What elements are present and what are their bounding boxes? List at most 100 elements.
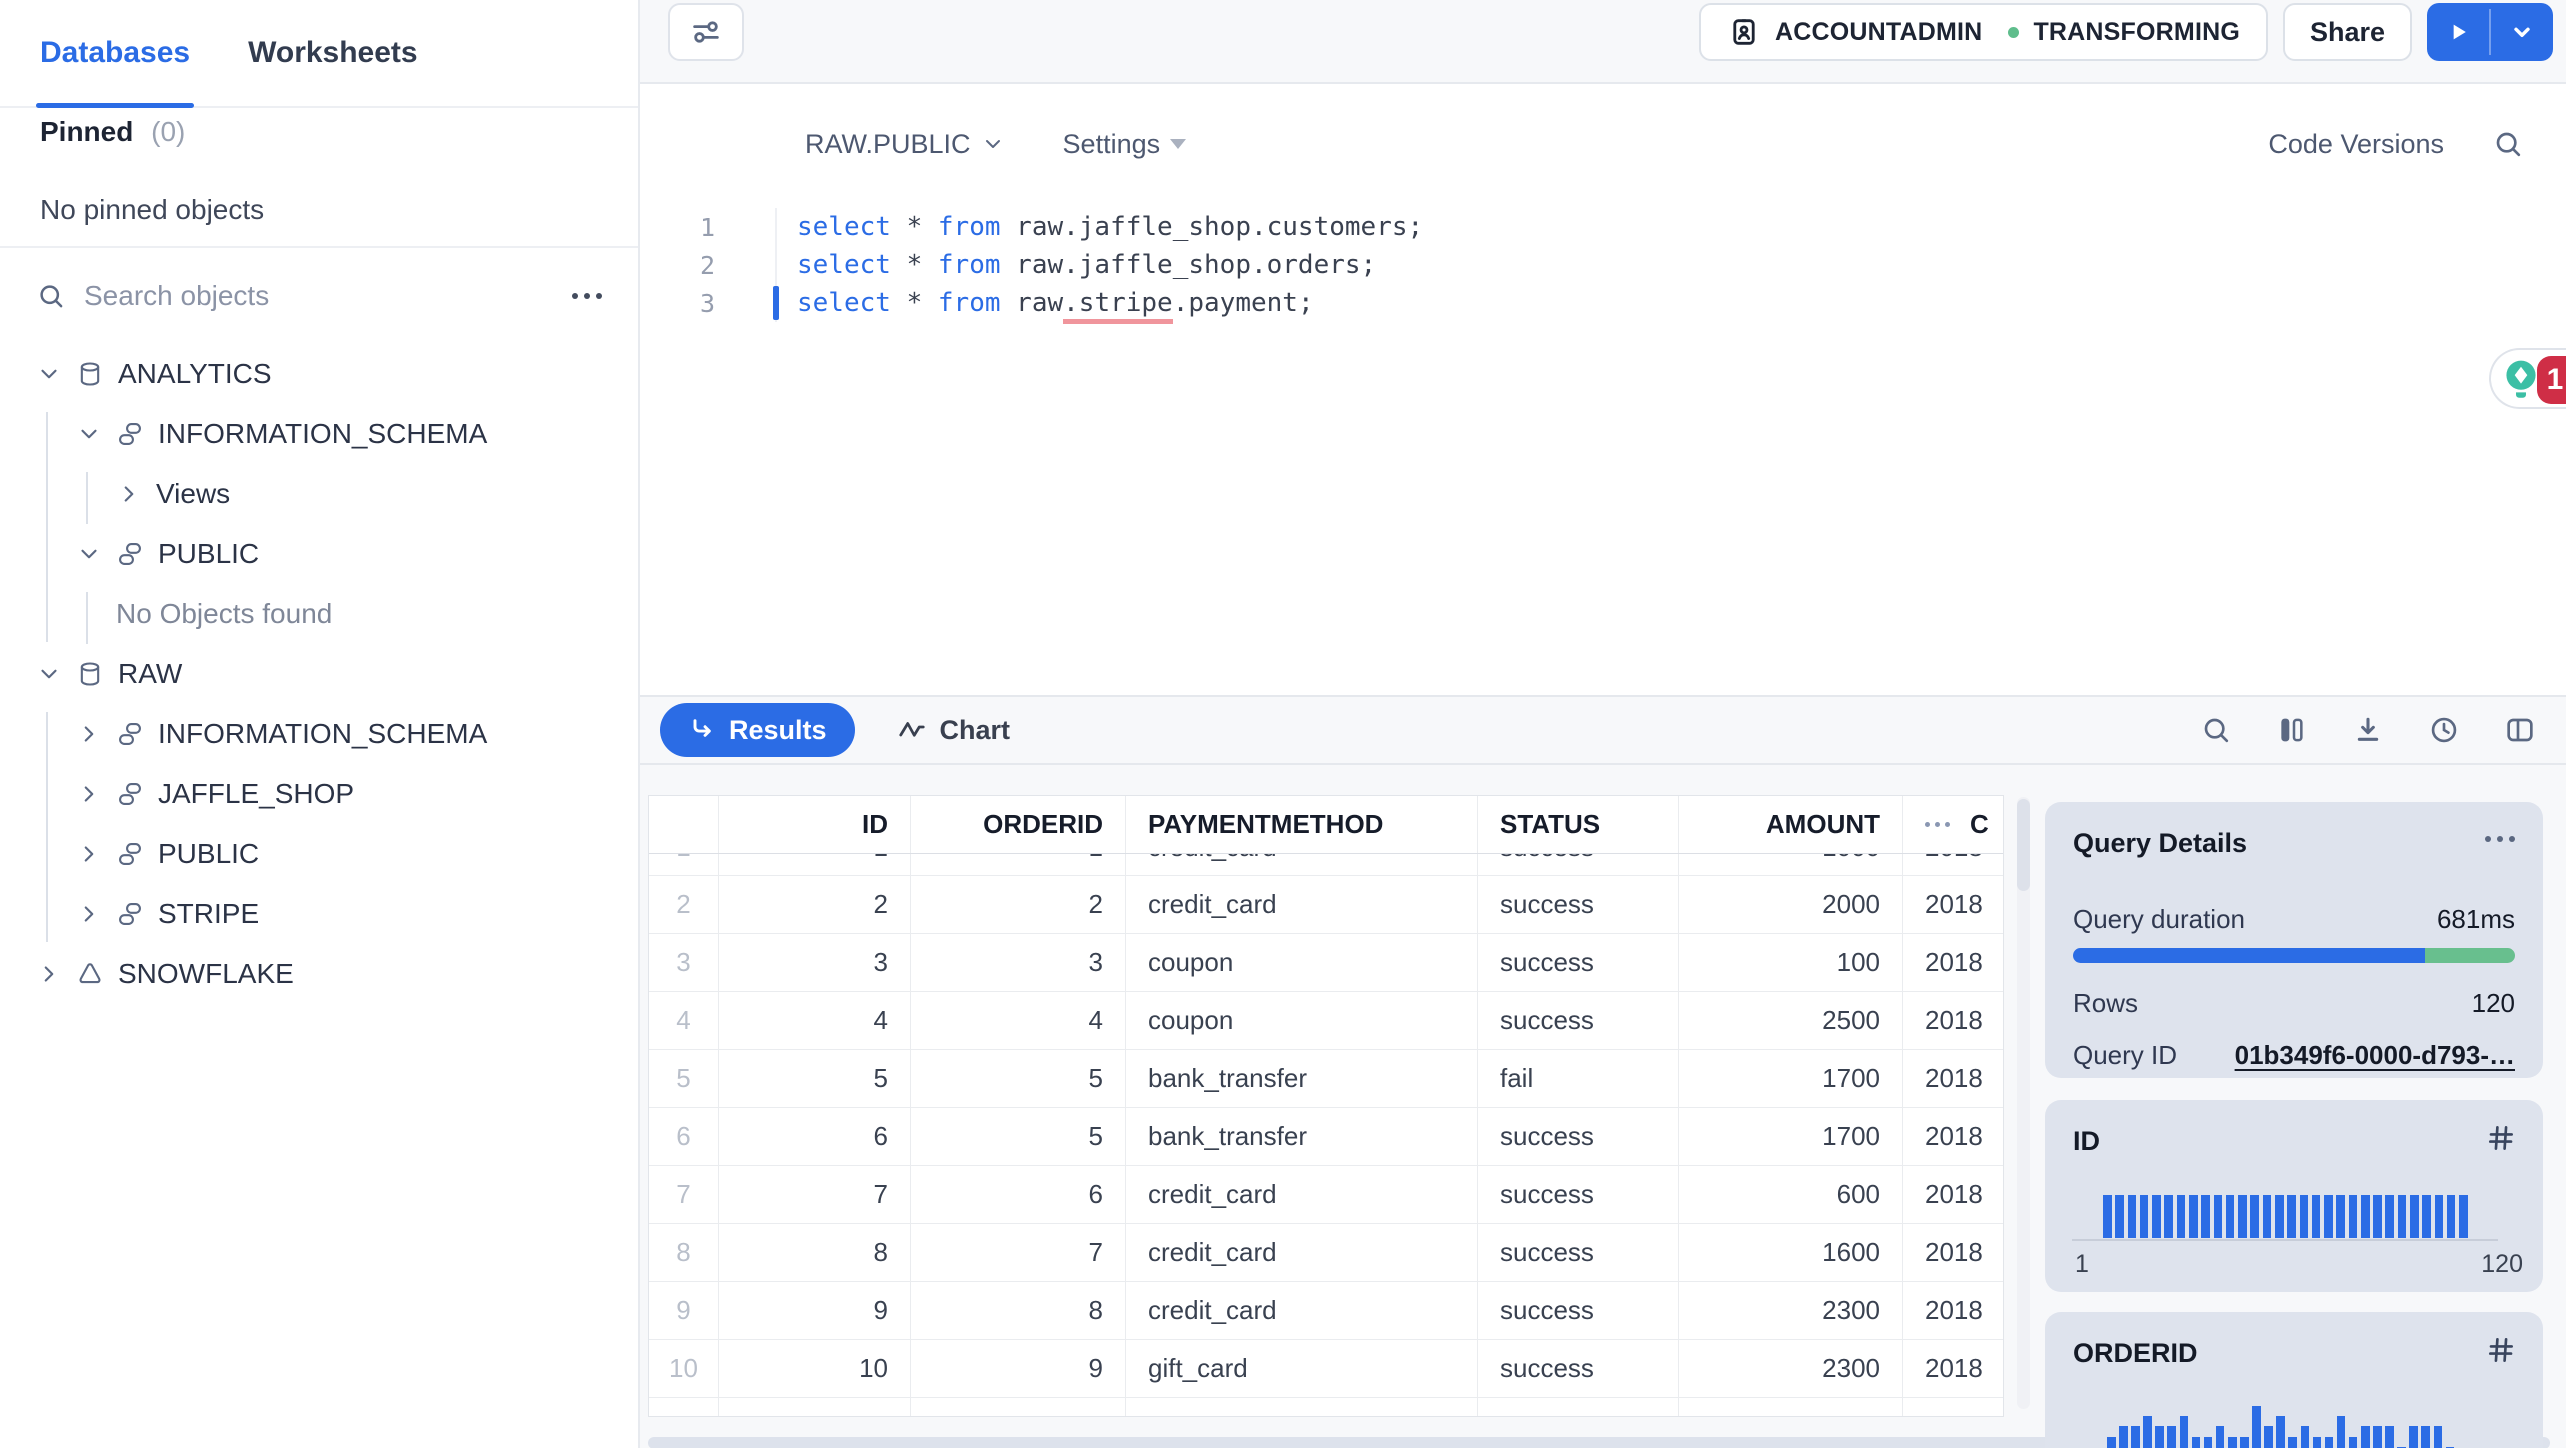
table-cell[interactable]: 2018 xyxy=(1903,1224,2003,1281)
column-header-c[interactable]: C xyxy=(1903,796,2003,853)
role-warehouse-selector[interactable]: ACCOUNTADMIN TRANSFORMING xyxy=(1698,3,2268,61)
table-cell[interactable]: success xyxy=(1478,876,1679,933)
table-cell[interactable]: bank_transfer xyxy=(1126,1050,1478,1107)
tree-item-snowflake[interactable]: SNOWFLAKE xyxy=(0,944,638,1004)
table-cell[interactable]: 3 xyxy=(719,934,911,991)
table-cell[interactable]: credit_card xyxy=(1126,1224,1478,1281)
table-cell[interactable]: 2 xyxy=(719,876,911,933)
tree-item-public[interactable]: PUBLIC xyxy=(0,524,638,584)
share-button[interactable]: Share xyxy=(2283,3,2412,61)
column-header-orderid[interactable]: ORDERID xyxy=(911,796,1126,853)
table-cell[interactable]: 2018 xyxy=(1903,854,2003,875)
table-cell[interactable]: success xyxy=(1478,1108,1679,1165)
table-cell[interactable]: 2018 xyxy=(1903,1050,2003,1107)
table-cell[interactable]: 6 xyxy=(719,1108,911,1165)
tree-item-jaffle-shop[interactable]: JAFFLE_SHOP xyxy=(0,764,638,824)
table-cell[interactable]: 1700 xyxy=(1679,1108,1903,1165)
table-cell[interactable]: 8 xyxy=(911,1282,1126,1339)
column-header-amount[interactable]: AMOUNT xyxy=(1679,796,1903,853)
more-options-icon[interactable] xyxy=(572,293,602,299)
table-cell[interactable]: credit_card xyxy=(1126,1282,1478,1339)
table-cell[interactable]: 2018 xyxy=(1903,1282,2003,1339)
table-cell[interactable]: 9 xyxy=(719,1282,911,1339)
table-cell[interactable]: 4 xyxy=(719,992,911,1049)
results-table[interactable]: IDORDERIDPAYMENTMETHODSTATUSAMOUNTC111cr… xyxy=(648,795,2004,1417)
tree-item-raw[interactable]: RAW xyxy=(0,644,638,704)
layout-icon[interactable] xyxy=(2504,714,2536,746)
download-icon[interactable] xyxy=(2352,714,2384,746)
table-cell[interactable]: 1 xyxy=(719,854,911,875)
table-cell[interactable]: coupon xyxy=(1126,934,1478,991)
table-cell[interactable]: 100 xyxy=(1679,934,1903,991)
table-cell[interactable]: success xyxy=(1478,992,1679,1049)
table-cell[interactable]: 6 xyxy=(911,1166,1126,1223)
run-button[interactable] xyxy=(2427,3,2489,61)
table-cell[interactable]: 4 xyxy=(911,992,1126,1049)
id-histogram[interactable] xyxy=(2103,1195,2468,1238)
table-cell[interactable]: credit_card xyxy=(1126,1166,1478,1223)
tree-item-stripe[interactable]: STRIPE xyxy=(0,884,638,944)
table-cell[interactable]: 2500 xyxy=(1679,992,1903,1049)
database-context-dropdown[interactable]: RAW.PUBLIC xyxy=(805,129,1005,160)
table-cell[interactable]: 5 xyxy=(719,1050,911,1107)
hash-icon[interactable] xyxy=(2485,1334,2517,1366)
code-line[interactable]: 1 select * from raw.jaffle_shop.customers… xyxy=(640,208,1423,246)
table-cell[interactable]: 1000 xyxy=(1679,854,1903,875)
table-cell[interactable]: credit_card xyxy=(1126,854,1478,875)
editor-search-icon[interactable] xyxy=(2492,128,2524,160)
table-cell[interactable]: success xyxy=(1478,1224,1679,1281)
table-cell[interactable]: 2018 xyxy=(1903,992,2003,1049)
search-icon[interactable] xyxy=(2200,714,2232,746)
search-objects-input[interactable] xyxy=(84,280,554,312)
columns-icon[interactable] xyxy=(2276,714,2308,746)
table-cell[interactable]: success xyxy=(1478,1282,1679,1339)
table-cell[interactable]: 10 xyxy=(719,1340,911,1397)
query-details-menu-icon[interactable] xyxy=(2485,836,2515,842)
table-cell[interactable]: 3 xyxy=(911,934,1126,991)
editor-hint-pill[interactable]: 1 xyxy=(2489,348,2566,409)
code-line[interactable]: 3 select * from raw.stripe.payment; xyxy=(640,284,1423,324)
worksheet-config-button[interactable] xyxy=(668,3,744,61)
settings-dropdown[interactable]: Settings xyxy=(1063,129,1187,160)
sql-editor[interactable]: RAW.PUBLIC Settings Code Versions 1 selec… xyxy=(640,84,2566,695)
table-cell[interactable]: credit_card xyxy=(1126,876,1478,933)
table-cell[interactable]: 2018 xyxy=(1903,1340,2003,1397)
tree-item-analytics[interactable]: ANALYTICS xyxy=(0,344,638,404)
table-cell[interactable]: 2300 xyxy=(1679,1340,1903,1397)
table-cell[interactable]: 2018 xyxy=(1903,1166,2003,1223)
orderid-histogram[interactable] xyxy=(2107,1404,2455,1448)
tree-item-information-schema[interactable]: INFORMATION_SCHEMA xyxy=(0,704,638,764)
table-cell[interactable]: 5 xyxy=(911,1108,1126,1165)
table-cell[interactable]: 7 xyxy=(911,1224,1126,1281)
table-cell[interactable]: 7 xyxy=(719,1166,911,1223)
code-area[interactable]: 1 select * from raw.jaffle_shop.customers… xyxy=(640,208,1423,324)
table-cell[interactable]: gift_card xyxy=(1126,1340,1478,1397)
table-vertical-scrollbar[interactable] xyxy=(2017,797,2030,1409)
table-cell[interactable]: 2018 xyxy=(1903,1108,2003,1165)
column-menu-icon[interactable] xyxy=(1925,822,1950,827)
tree-item-information-schema[interactable]: INFORMATION_SCHEMA xyxy=(0,404,638,464)
hash-icon[interactable] xyxy=(2485,1122,2517,1154)
table-cell[interactable]: 1700 xyxy=(1679,1050,1903,1107)
column-header-id[interactable]: ID xyxy=(719,796,911,853)
table-cell[interactable]: 2018 xyxy=(1903,934,2003,991)
tree-item-public[interactable]: PUBLIC xyxy=(0,824,638,884)
table-cell[interactable]: 2000 xyxy=(1679,876,1903,933)
table-cell[interactable]: 600 xyxy=(1679,1166,1903,1223)
table-cell[interactable]: 9 xyxy=(911,1340,1126,1397)
table-cell[interactable]: 5 xyxy=(911,1050,1126,1107)
sidebar-tab-databases[interactable]: Databases xyxy=(35,0,195,108)
table-horizontal-scrollbar[interactable] xyxy=(648,1437,2550,1448)
table-cell[interactable]: success xyxy=(1478,934,1679,991)
code-versions-link[interactable]: Code Versions xyxy=(2268,128,2444,159)
table-cell[interactable]: coupon xyxy=(1126,992,1478,1049)
table-cell[interactable]: success xyxy=(1478,854,1679,875)
table-cell[interactable]: 2018 xyxy=(1903,876,2003,933)
column-header-paymentmethod[interactable]: PAYMENTMETHOD xyxy=(1126,796,1478,853)
table-cell[interactable]: 2300 xyxy=(1679,1282,1903,1339)
table-cell[interactable]: success xyxy=(1478,1340,1679,1397)
table-cell[interactable]: 1 xyxy=(911,854,1126,875)
table-cell[interactable]: 8 xyxy=(719,1224,911,1281)
tab-chart[interactable]: Chart xyxy=(897,715,1010,746)
run-options-button[interactable] xyxy=(2491,3,2553,61)
